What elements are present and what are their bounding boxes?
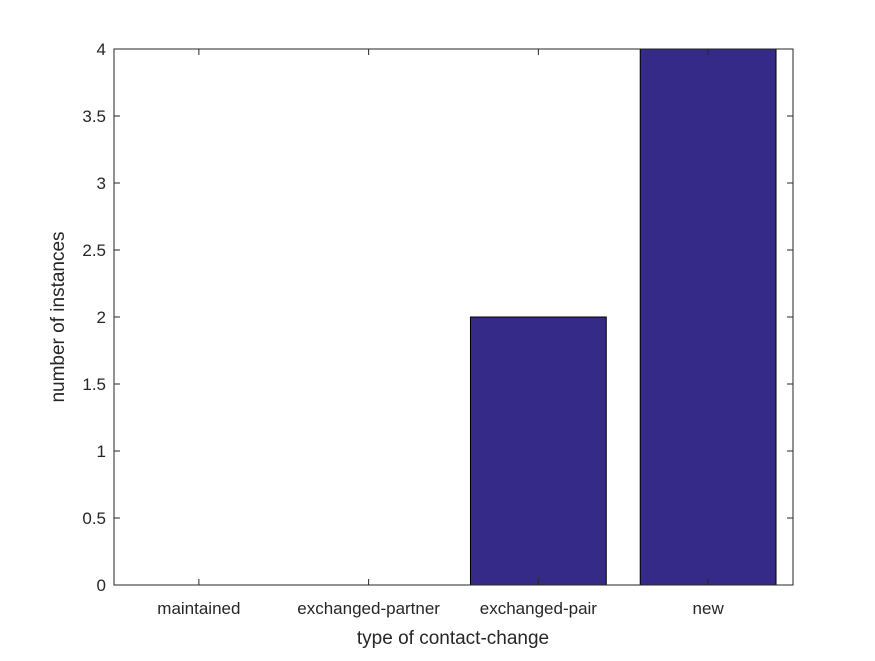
y-tick-label: 4 <box>97 40 106 59</box>
bar-exchanged-pair <box>469 316 607 586</box>
y-tick-label: 2.5 <box>82 241 106 260</box>
x-axis-label: type of contact-change <box>357 628 549 649</box>
y-tick-label: 2 <box>97 308 106 327</box>
y-tick-label: 3.5 <box>82 107 106 126</box>
x-tick-label: new <box>693 599 725 618</box>
y-tick-label: 1 <box>97 442 106 461</box>
x-tick-label: exchanged-pair <box>480 599 598 618</box>
y-axis-label: number of instances <box>48 231 69 402</box>
y-tick-label: 0 <box>97 576 106 595</box>
bar-new <box>639 48 777 586</box>
x-tick-label: exchanged-partner <box>297 599 440 618</box>
y-tick-label: 3 <box>97 174 106 193</box>
y-tick-label: 1.5 <box>82 375 106 394</box>
x-tick-label: maintained <box>157 599 240 618</box>
y-tick-label: 0.5 <box>82 509 106 528</box>
